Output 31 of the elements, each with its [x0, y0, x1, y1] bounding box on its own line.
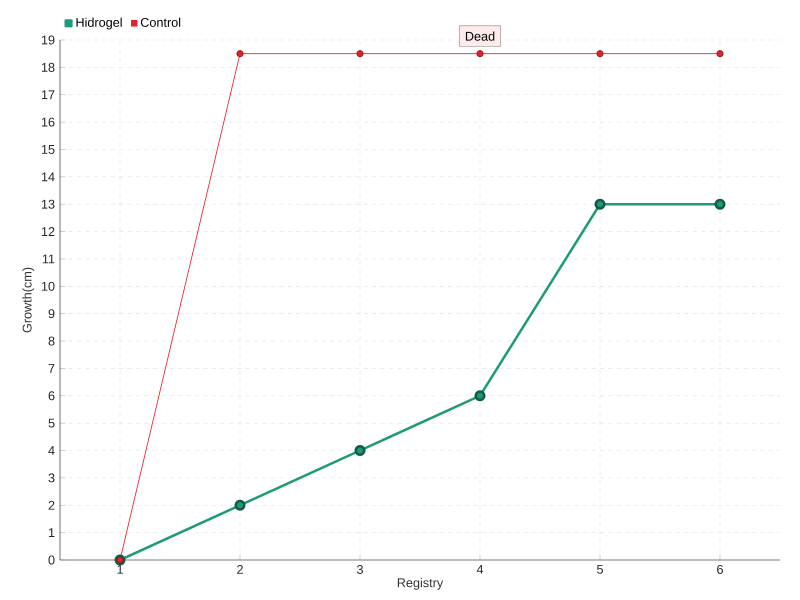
- x-axis-title: Registry: [398, 578, 444, 590]
- y-tick-label: 0: [48, 556, 55, 564]
- y-axis-title: Growth(cm): [22, 268, 34, 332]
- y-tick-label: 1: [48, 528, 54, 537]
- y-tick-label: 17: [42, 90, 54, 100]
- annotation: Dead: [466, 31, 494, 41]
- x-tick-label: 4: [476, 564, 484, 574]
- y-tick-label: 14: [42, 172, 55, 182]
- x-tick-label: 6: [717, 564, 723, 574]
- y-tick-label: 18: [42, 62, 54, 72]
- y-tick-label: 2: [48, 500, 54, 510]
- x-tick-label: 3: [356, 564, 363, 574]
- y-tick-label: 15: [42, 145, 54, 154]
- x-tick-label: 1: [117, 564, 123, 574]
- y-tick-label: 13: [42, 200, 54, 209]
- y-tick-label: 3: [48, 473, 54, 482]
- y-tick-label: 12: [42, 227, 54, 236]
- y-tick-label: 4: [48, 446, 55, 455]
- x-tick-label: 5: [596, 564, 603, 574]
- y-tick-label: 10: [42, 282, 55, 291]
- y-tick-label: 8: [48, 336, 54, 346]
- y-tick-label: 11: [42, 254, 54, 264]
- y-tick-label: 9: [48, 309, 54, 318]
- y-tick-label: 5: [48, 418, 54, 428]
- legend-label: Hidrogel: [76, 18, 122, 30]
- legend-label: Control: [140, 18, 180, 27]
- x-tick-label: 2: [237, 564, 243, 574]
- y-tick-label: 7: [48, 364, 54, 373]
- y-tick-label: 16: [42, 118, 54, 127]
- y-tick-label: 6: [48, 391, 54, 400]
- y-tick-label: 19: [42, 36, 54, 44]
